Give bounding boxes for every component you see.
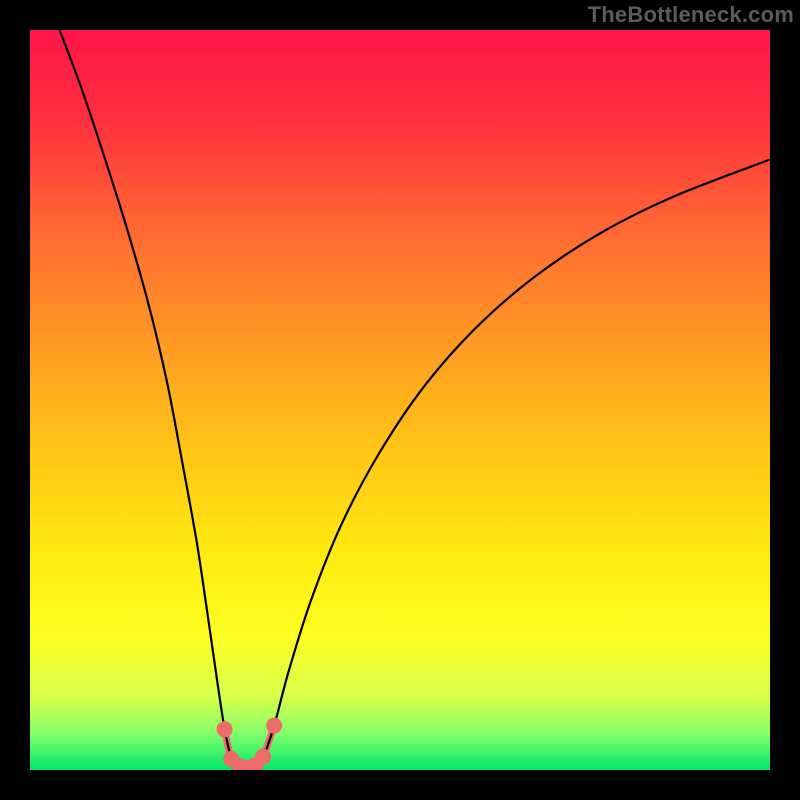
trough-connector — [225, 726, 275, 768]
chart-svg-layer — [30, 30, 770, 770]
curve-left — [60, 30, 232, 759]
chart-plot-area — [30, 30, 770, 770]
trough-marker-3 — [240, 760, 256, 770]
curve-right — [263, 160, 770, 759]
trough-marker-2 — [231, 758, 247, 770]
trough-marker-0 — [217, 721, 233, 737]
chart-outer-frame: TheBottleneck.com — [0, 0, 800, 800]
trough-marker-4 — [248, 757, 264, 770]
trough-marker-5 — [255, 749, 271, 765]
trough-marker-1 — [223, 751, 239, 767]
watermark-text: TheBottleneck.com — [588, 2, 794, 28]
trough-marker-6 — [266, 718, 282, 734]
